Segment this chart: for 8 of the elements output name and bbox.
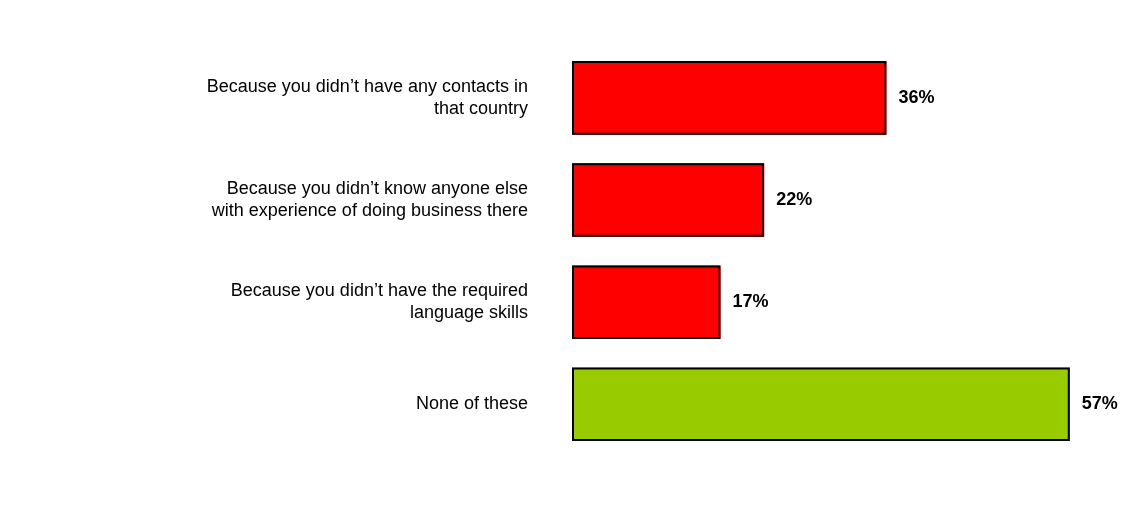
y-tick-label: Because you didn’t have any contacts in that country (206, 76, 528, 118)
y-tick-label: None of these (415, 393, 528, 414)
y-tick-label: Because you didn’t know anyone else with experience of doing business there (210, 178, 528, 220)
data-label: 22% (776, 188, 813, 209)
y-tick-label: Because you didn’t have the required language skills (230, 280, 528, 322)
data-label: 17% (732, 291, 769, 312)
data-label: 57% (1081, 393, 1118, 414)
data-label: 36% (898, 86, 935, 107)
